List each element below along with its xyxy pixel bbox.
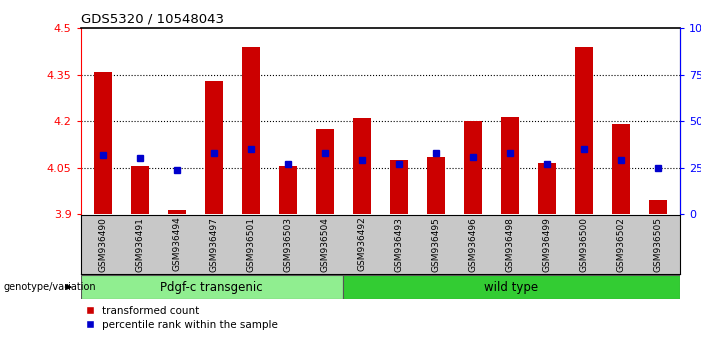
Bar: [426, 157, 445, 214]
Text: GSM936501: GSM936501: [246, 217, 255, 272]
Bar: [390, 160, 408, 214]
Text: GSM936503: GSM936503: [283, 217, 292, 272]
Text: GSM936494: GSM936494: [172, 217, 182, 272]
Bar: [353, 118, 371, 214]
Bar: [343, 275, 680, 299]
Text: genotype/variation: genotype/variation: [4, 282, 96, 292]
Text: GSM936500: GSM936500: [579, 217, 588, 272]
Text: GSM936504: GSM936504: [320, 217, 329, 272]
Bar: [205, 81, 223, 214]
Bar: [93, 72, 112, 214]
Text: GSM936493: GSM936493: [394, 217, 403, 272]
Text: GSM936497: GSM936497: [210, 217, 218, 272]
Text: GSM936496: GSM936496: [468, 217, 477, 272]
Text: GSM936502: GSM936502: [616, 217, 625, 272]
Text: GSM936490: GSM936490: [98, 217, 107, 272]
Bar: [168, 211, 186, 214]
Text: GSM936495: GSM936495: [431, 217, 440, 272]
Bar: [538, 163, 556, 214]
Text: GSM936491: GSM936491: [135, 217, 144, 272]
Bar: [501, 116, 519, 214]
Text: Pdgf-c transgenic: Pdgf-c transgenic: [161, 281, 263, 293]
Bar: [130, 166, 149, 214]
Text: GSM936492: GSM936492: [358, 217, 367, 272]
Text: GDS5320 / 10548043: GDS5320 / 10548043: [81, 13, 224, 26]
Bar: [575, 47, 593, 214]
Bar: [315, 129, 334, 214]
Bar: [242, 47, 260, 214]
Bar: [463, 121, 482, 214]
Bar: [278, 166, 297, 214]
Text: GSM936499: GSM936499: [543, 217, 551, 272]
Bar: [81, 275, 343, 299]
Bar: [648, 200, 667, 214]
Bar: [611, 124, 630, 214]
Legend: transformed count, percentile rank within the sample: transformed count, percentile rank withi…: [86, 306, 278, 330]
Text: GSM936505: GSM936505: [653, 217, 662, 272]
Text: GSM936498: GSM936498: [505, 217, 515, 272]
Text: wild type: wild type: [484, 281, 538, 293]
